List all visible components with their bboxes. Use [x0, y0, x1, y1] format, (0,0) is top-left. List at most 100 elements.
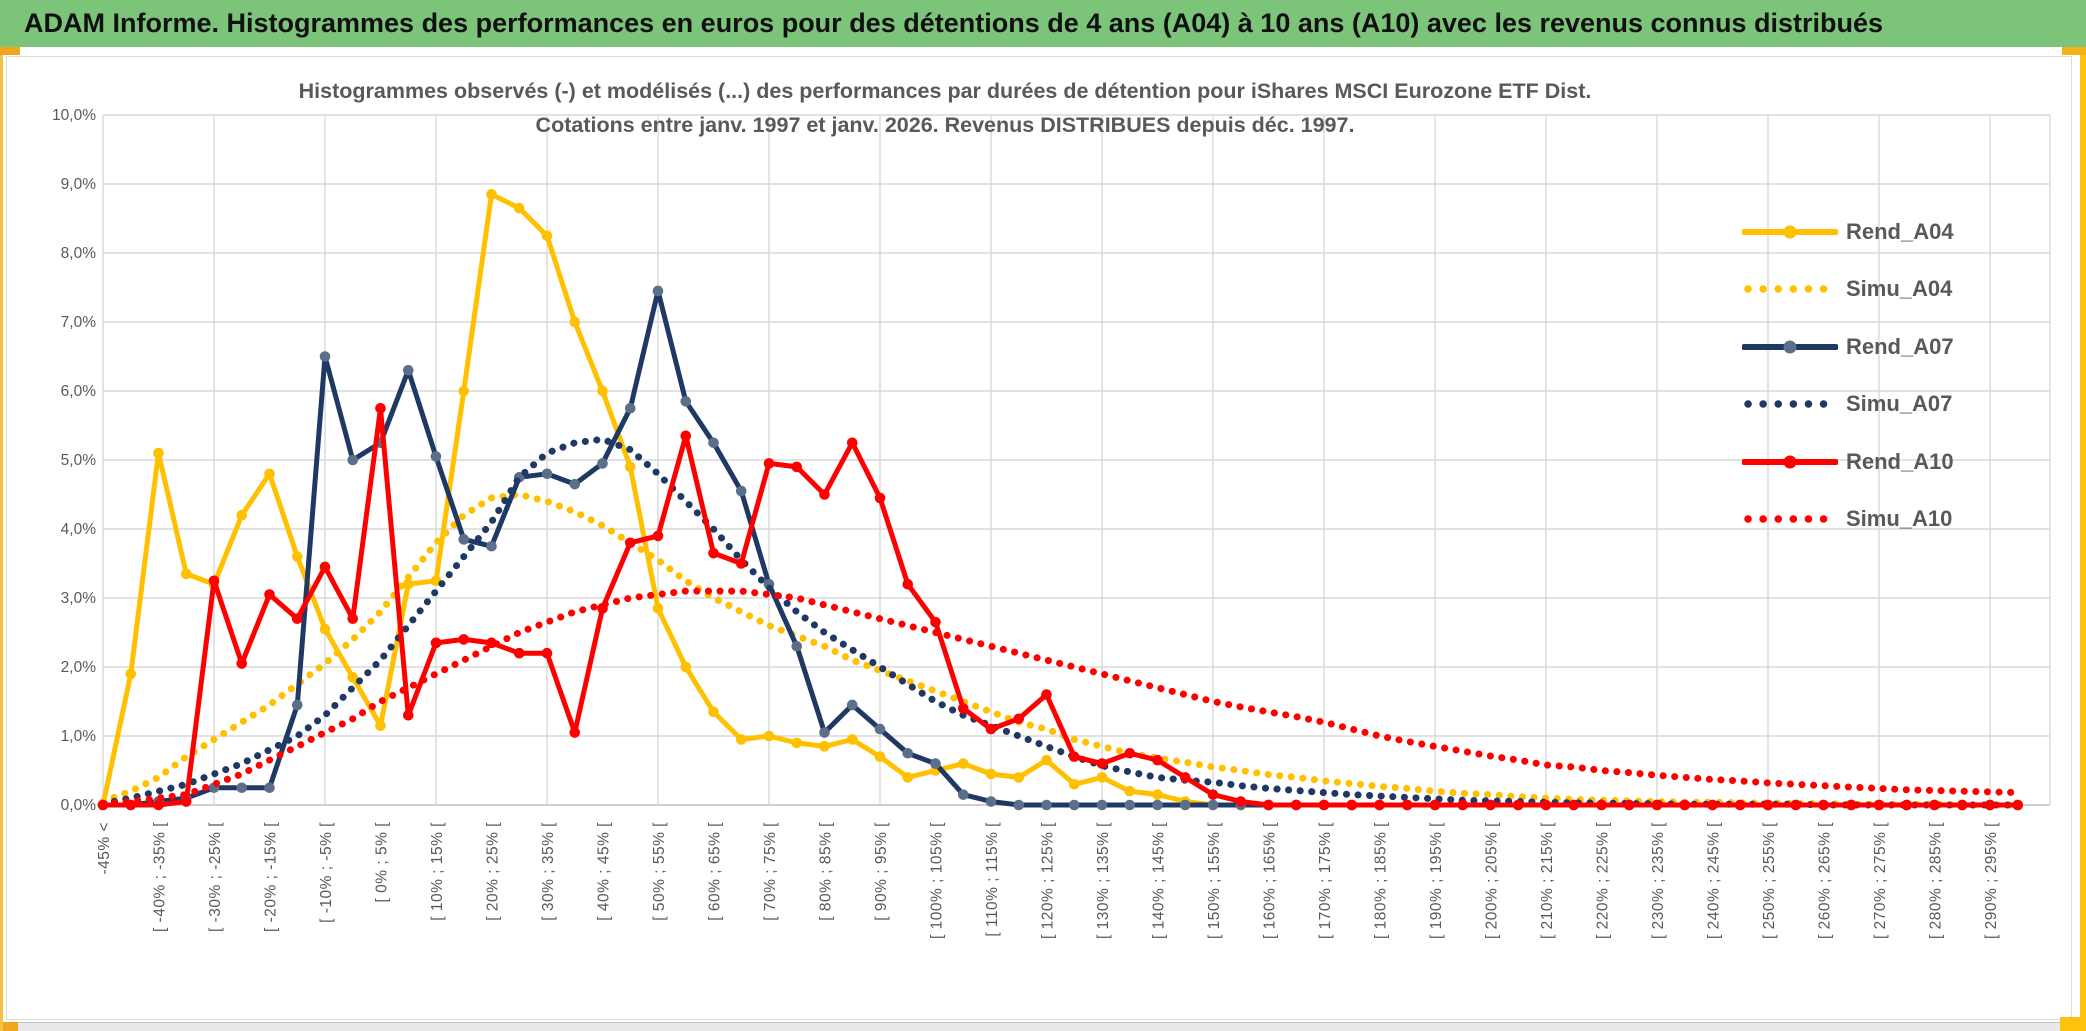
chart-panel: [6, 56, 2072, 1020]
legend-label: Simu_A07: [1846, 391, 1953, 417]
data-point-marker: [430, 637, 442, 649]
legend-item-rend_a04: Rend_A04: [1742, 203, 1954, 261]
y-tick-label: 6,0%: [61, 383, 97, 400]
data-point-marker: [930, 758, 941, 769]
data-point-marker: [902, 772, 914, 783]
data-point-marker: [236, 509, 248, 521]
legend-item-rend_a10: Rend_A10: [1742, 433, 1954, 491]
x-tick-label: [ 40% ; 45% [: [596, 822, 613, 921]
data-point-marker: [1818, 799, 1829, 811]
y-tick-label: 2,0%: [61, 659, 97, 676]
data-point-marker: [125, 668, 137, 680]
x-tick-label: [ -20% ; -15% [: [263, 822, 280, 932]
bottom-accent-right: [2060, 1017, 2086, 1031]
data-point-marker: [1124, 785, 1136, 797]
data-point-marker: [735, 485, 747, 497]
data-point-marker: [597, 385, 608, 397]
page-left-border: [0, 55, 3, 1031]
data-point-marker: [1096, 758, 1108, 769]
data-point-marker: [819, 489, 830, 500]
x-tick-label: [ 0% ; 5% [: [374, 822, 391, 903]
y-tick-label: 9,0%: [61, 176, 97, 193]
x-tick-label: [ 220% ; 225% [: [1595, 822, 1612, 939]
data-point-marker: [1290, 799, 1302, 811]
data-point-marker: [791, 461, 803, 473]
data-point-marker: [541, 468, 553, 480]
x-tick-label: [ 190% ; 195% [: [1428, 822, 1445, 939]
page-right-border: [2080, 55, 2086, 1031]
data-point-marker: [1901, 799, 1913, 811]
data-point-marker: [319, 623, 331, 635]
x-tick-label: [ 180% ; 185% [: [1373, 822, 1390, 939]
data-point-marker: [624, 537, 636, 549]
header-accent-left: [0, 47, 20, 55]
data-point-marker: [1762, 799, 1774, 811]
data-point-marker: [1651, 799, 1663, 811]
data-point-marker: [375, 402, 386, 414]
data-point-marker: [1068, 779, 1080, 790]
data-point-marker: [347, 454, 359, 466]
data-point-marker: [1124, 799, 1136, 811]
data-point-marker: [680, 661, 692, 673]
data-point-marker: [264, 782, 275, 794]
data-point-marker: [957, 789, 969, 800]
legend-item-rend_a07: Rend_A07: [1742, 318, 1954, 376]
window-title-bar: ADAM Informe. Histogrammes des performan…: [0, 0, 2086, 47]
x-tick-label: [ -30% ; -25% [: [207, 822, 224, 932]
data-point-marker: [1263, 799, 1274, 811]
data-point-marker: [652, 603, 664, 614]
data-point-marker: [1235, 796, 1247, 807]
chart-title-line1: Histogrammes observés (-) et modélisés (…: [298, 79, 1592, 103]
data-point-marker: [153, 799, 164, 811]
data-point-marker: [347, 613, 359, 624]
data-point-marker: [763, 458, 775, 469]
data-point-marker: [763, 730, 775, 742]
data-point-marker: [1734, 799, 1746, 811]
data-point-marker: [652, 530, 664, 542]
data-point-marker: [1013, 772, 1025, 783]
legend-swatch-dotted-line: [1744, 515, 1836, 523]
data-point-marker: [902, 578, 914, 590]
data-point-marker: [486, 540, 497, 552]
y-tick-label: 7,0%: [61, 314, 97, 331]
data-point-marker: [569, 478, 581, 490]
x-tick-label: [ 240% ; 245% [: [1706, 822, 1723, 939]
y-tick-label: 5,0%: [61, 452, 97, 469]
x-tick-label: [ 20% ; 25% [: [485, 822, 502, 921]
legend-item-simu_a10: Simu_A10: [1742, 491, 1954, 549]
data-point-marker: [1068, 799, 1080, 811]
data-point-marker: [402, 578, 414, 590]
data-point-marker: [1374, 799, 1385, 811]
legend-swatch-dotted-line: [1744, 285, 1836, 293]
y-axis-tick-labels: 10,0% 9,0% 8,0% 7,0% 6,0% 5,0% 4,0% 3,0% 2,0% 1,0…: [52, 107, 96, 814]
bottom-scrollbar-strip[interactable]: [0, 1022, 2086, 1031]
data-point-marker: [458, 534, 470, 545]
legend-item-simu_a07: Simu_A07: [1742, 376, 1954, 434]
x-tick-label: [ 30% ; 35% [: [540, 822, 557, 921]
data-point-marker: [513, 647, 525, 659]
x-tick-label: [ 60% ; 65% [: [707, 822, 724, 921]
x-tick-label: [ 120% ; 125% [: [1040, 822, 1057, 939]
data-point-marker: [1845, 799, 1857, 811]
data-point-marker: [985, 796, 997, 807]
data-point-marker: [735, 558, 747, 569]
data-point-marker: [985, 768, 997, 780]
data-point-marker: [153, 447, 164, 459]
data-point-marker: [708, 547, 719, 559]
data-point-marker: [1179, 799, 1191, 811]
x-tick-label: [ 150% ; 155% [: [1206, 822, 1223, 939]
data-point-marker: [1707, 799, 1718, 811]
legend-swatch-solid-line: [1742, 340, 1838, 354]
legend-label: Simu_A10: [1846, 506, 1953, 532]
data-point-marker: [319, 561, 331, 573]
series-simu_a07: [99, 435, 2022, 809]
chart-title: Histogrammes observés (-) et modélisés (…: [170, 74, 1720, 142]
data-point-marker: [375, 720, 386, 731]
data-point-marker: [402, 365, 414, 376]
data-point-marker: [1568, 799, 1580, 811]
data-point-marker: [708, 437, 719, 449]
legend-label: Simu_A04: [1846, 276, 1953, 302]
data-point-marker: [846, 734, 858, 745]
data-point-marker: [1790, 799, 1802, 811]
